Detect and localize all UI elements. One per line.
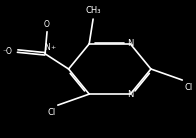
Text: N: N bbox=[44, 43, 50, 52]
Text: O: O bbox=[44, 20, 50, 29]
Text: ⁻O: ⁻O bbox=[3, 47, 13, 56]
Text: N: N bbox=[127, 39, 133, 48]
Text: Cl: Cl bbox=[48, 108, 56, 117]
Text: CH₃: CH₃ bbox=[85, 6, 101, 15]
Text: +: + bbox=[50, 45, 55, 50]
Text: Cl: Cl bbox=[184, 83, 192, 92]
Text: N: N bbox=[127, 90, 133, 99]
